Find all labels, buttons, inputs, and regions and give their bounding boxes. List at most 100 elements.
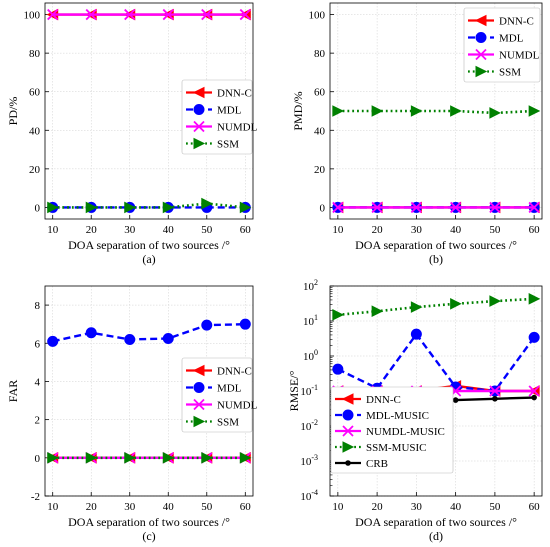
legend-entry: NUMDL bbox=[468, 48, 540, 62]
data-point bbox=[332, 309, 344, 321]
y-tick-label: 60 bbox=[29, 87, 41, 99]
y-tick-label: 100 bbox=[303, 348, 318, 363]
y-tick-label: 100 bbox=[309, 10, 326, 22]
legend-marker bbox=[193, 104, 205, 115]
legend-marker bbox=[342, 441, 355, 453]
data-point bbox=[124, 8, 136, 21]
y-tick-label: 2 bbox=[35, 415, 41, 427]
data-point bbox=[492, 395, 498, 402]
legend-entry: SSM bbox=[186, 415, 239, 429]
y-tick-label: 101 bbox=[303, 313, 318, 328]
legend-marker bbox=[192, 86, 205, 99]
data-point bbox=[162, 452, 175, 464]
chart-panel-c: 10 20 30 40 50 60 -2 0 2 4 6 8 DOA separation of two… bbox=[6, 285, 258, 543]
data-point bbox=[489, 295, 502, 307]
data-point bbox=[85, 327, 97, 339]
data-point bbox=[528, 385, 540, 397]
data-point bbox=[528, 201, 540, 214]
y-tick-label: 40 bbox=[29, 125, 41, 137]
data-point bbox=[47, 335, 59, 347]
data-point bbox=[239, 318, 251, 330]
legend-label: DNN-C bbox=[499, 16, 534, 28]
legend-label: SSM bbox=[217, 417, 239, 429]
chart-panel-b: 10 20 30 40 50 60 0 20 40 60 80 100 DOA separation o… bbox=[291, 2, 543, 266]
data-point bbox=[239, 8, 251, 21]
legend-marker bbox=[474, 14, 487, 27]
series-ssm bbox=[332, 105, 541, 119]
x-tick-label: 20 bbox=[86, 224, 98, 236]
x-axis-label: DOA separation of two sources /° bbox=[68, 515, 230, 529]
chart-panel-a: 10 20 30 40 50 60 0 20 40 60 80 100 DOA separation o… bbox=[6, 2, 258, 266]
x-tick-label: 10 bbox=[332, 224, 344, 236]
data-point bbox=[528, 331, 540, 343]
legend-marker bbox=[345, 460, 351, 466]
x-tick-label: 60 bbox=[529, 501, 541, 513]
data-point bbox=[47, 201, 59, 214]
y-tick-label: 6 bbox=[35, 338, 41, 350]
data-point bbox=[528, 105, 541, 117]
x-tick-label: 20 bbox=[372, 501, 384, 513]
data-point bbox=[371, 201, 383, 214]
x-tick-label: 50 bbox=[489, 224, 501, 236]
legend-entry: CRB bbox=[335, 458, 388, 470]
data-point bbox=[85, 8, 97, 21]
legend-entry: SSM bbox=[468, 65, 521, 79]
panel-label: (d) bbox=[429, 529, 443, 543]
series-line bbox=[52, 322, 246, 343]
series-line bbox=[337, 332, 536, 393]
data-point bbox=[410, 105, 423, 117]
y-tick-label: 40 bbox=[314, 125, 326, 137]
data-point bbox=[528, 293, 541, 305]
series-numdl bbox=[47, 8, 251, 21]
y-tick-label: 0 bbox=[35, 453, 41, 465]
series-mdl bbox=[47, 318, 251, 347]
y-tick-label: 20 bbox=[29, 164, 41, 176]
x-tick-label: 30 bbox=[411, 224, 423, 236]
legend-marker bbox=[193, 120, 205, 133]
x-tick-label: 30 bbox=[411, 501, 423, 513]
x-tick-label: 20 bbox=[86, 501, 98, 513]
legend: DNN-C MDL NUMDL SSM bbox=[181, 357, 258, 433]
data-point bbox=[162, 8, 174, 21]
data-point bbox=[124, 333, 136, 345]
x-tick-label: 10 bbox=[332, 501, 344, 513]
legend-label: MDL-MUSIC bbox=[366, 410, 429, 422]
data-point bbox=[410, 328, 422, 340]
data-point bbox=[452, 397, 459, 403]
y-axis-label: FAR bbox=[6, 380, 20, 402]
legend-entry: MDL bbox=[186, 104, 242, 117]
x-tick-label: 40 bbox=[163, 501, 175, 513]
x-tick-label: 50 bbox=[201, 224, 213, 236]
legend-marker bbox=[193, 382, 205, 393]
data-point bbox=[332, 105, 344, 117]
data-point bbox=[239, 201, 252, 214]
data-point bbox=[162, 201, 175, 214]
data-point bbox=[371, 305, 384, 318]
data-point bbox=[85, 452, 98, 464]
legend-label: SSM bbox=[217, 139, 239, 151]
legend-label: SSM-MUSIC bbox=[366, 442, 427, 454]
legend-entry: NUMDL bbox=[186, 120, 258, 134]
data-point bbox=[47, 8, 59, 21]
data-point bbox=[201, 319, 213, 331]
legend-entry: NUMDL-MUSIC bbox=[335, 425, 445, 438]
data-point bbox=[489, 385, 501, 397]
x-tick-label: 60 bbox=[240, 501, 252, 513]
series-ssm bbox=[47, 197, 252, 214]
y-tick-label: 10-2 bbox=[300, 418, 318, 433]
y-tick-label: 8 bbox=[35, 300, 41, 312]
legend-marker bbox=[475, 65, 488, 78]
legend-label: MDL bbox=[217, 383, 242, 395]
data-point bbox=[85, 201, 98, 214]
legend-marker bbox=[193, 137, 206, 150]
data-point bbox=[201, 197, 213, 210]
data-point bbox=[332, 201, 344, 214]
data-point bbox=[489, 107, 502, 119]
x-tick-label: 60 bbox=[529, 224, 541, 236]
legend-entry: DNN-C bbox=[335, 393, 401, 406]
legend-label: CRB bbox=[366, 458, 388, 470]
legend-label: NUMDL bbox=[499, 50, 540, 62]
data-point bbox=[531, 394, 537, 401]
y-tick-label: 102 bbox=[303, 278, 318, 293]
y-axis-label: RMSE/° bbox=[287, 370, 301, 411]
